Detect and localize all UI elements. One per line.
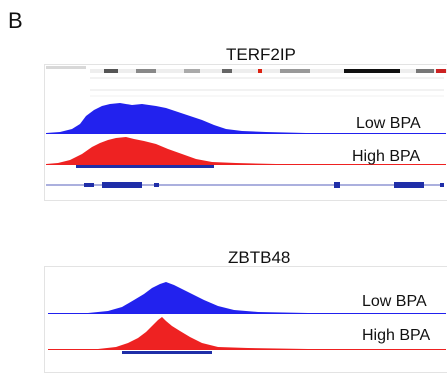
coverage-track-high-bpa-terf2ip — [46, 137, 446, 165]
coverage-track-low-bpa-terf2ip — [46, 103, 446, 134]
track-label-low-bpa-terf2ip: Low BPA — [356, 115, 421, 132]
peak-region-bar-zbtb48 — [122, 351, 212, 354]
coverage-track-low-bpa-zbtb48 — [48, 282, 446, 314]
ideogram-ruler-terf2ip — [46, 66, 447, 97]
genome-browser-view-zbtb48 — [44, 266, 447, 373]
coverage-track-high-bpa-zbtb48 — [48, 317, 446, 350]
gene-annotation-track-terf2ip — [46, 182, 444, 188]
gene-title-zbtb48: ZBTB48 — [228, 248, 291, 267]
track-label-high-bpa-zbtb48: High BPA — [362, 327, 431, 344]
track-label-high-bpa-terf2ip: High BPA — [352, 148, 421, 165]
panel-label: B — [8, 8, 23, 33]
peak-region-bar-terf2ip — [76, 165, 214, 168]
track-label-low-bpa-zbtb48: Low BPA — [362, 293, 427, 310]
gene-title-terf2ip: TERF2IP — [226, 45, 296, 64]
